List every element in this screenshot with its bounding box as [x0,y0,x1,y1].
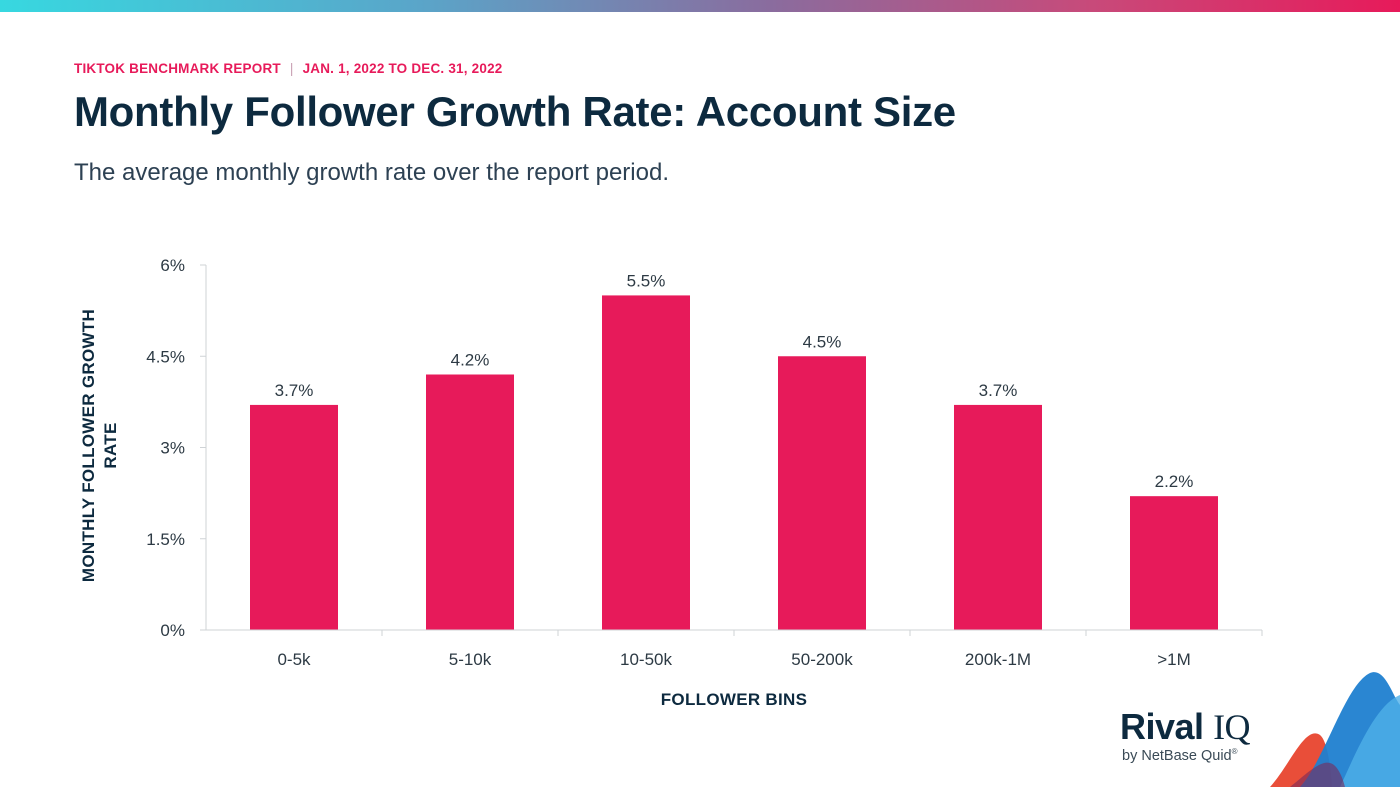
decorative-waves-icon [1270,672,1400,787]
page-title: Monthly Follower Growth Rate: Account Si… [74,88,956,135]
x-axis-title: FOLLOWER BINS [661,690,808,709]
y-tick-label: 1.5% [146,530,185,549]
report-name: TIKTOK BENCHMARK REPORT [74,61,281,76]
y-tick-label: 0% [160,621,185,640]
y-tick-label: 3% [160,439,185,458]
report-eyebrow: TIKTOK BENCHMARK REPORT | JAN. 1, 2022 TO … [74,61,503,76]
bar-10-50k [602,295,690,630]
y-tick-label: 6% [160,256,185,275]
data-label: 2.2% [1155,472,1194,491]
page-subtitle: The average monthly growth rate over the… [74,159,669,186]
logo-word-iq: IQ [1213,707,1251,747]
y-axis-title-line: MONTHLY FOLLOWER GROWTH [79,309,98,582]
data-label: 5.5% [627,271,666,290]
top-gradient-bar [0,0,1400,12]
y-axis-title-line: RATE [101,422,120,468]
y-tick-label: 4.5% [146,347,185,366]
x-tick-label: 50-200k [791,650,853,669]
x-tick-label: 5-10k [449,650,492,669]
rival-iq-logo: Rival IQ by NetBase Quid® [1120,707,1280,767]
report-period: JAN. 1, 2022 TO DEC. 31, 2022 [302,61,503,76]
registered-mark: ® [1231,747,1238,756]
logo-byline: by NetBase Quid® [1122,747,1238,764]
bar-50-200k [778,356,866,630]
bar-5-10k [426,374,514,630]
x-tick-label: 0-5k [277,650,311,669]
eyebrow-separator: | [289,61,294,76]
data-label: 4.2% [451,351,490,370]
x-tick-label: 10-50k [620,650,672,669]
data-label: 3.7% [979,381,1018,400]
logo-word-rival: Rival [1120,706,1204,747]
logo-byline-text: by NetBase Quid [1122,747,1232,764]
logo-wordmark: Rival IQ [1120,706,1251,748]
y-axis-title: MONTHLY FOLLOWER GROWTH RATE [79,309,120,582]
bar->1M [1130,496,1218,630]
bar-200k-1M [954,404,1042,630]
x-tick-label: 200k-1M [965,650,1031,669]
data-label: 4.5% [803,332,842,351]
bar-0-5k [250,404,338,630]
data-label: 3.7% [275,381,314,400]
x-tick-label: >1M [1157,650,1191,669]
